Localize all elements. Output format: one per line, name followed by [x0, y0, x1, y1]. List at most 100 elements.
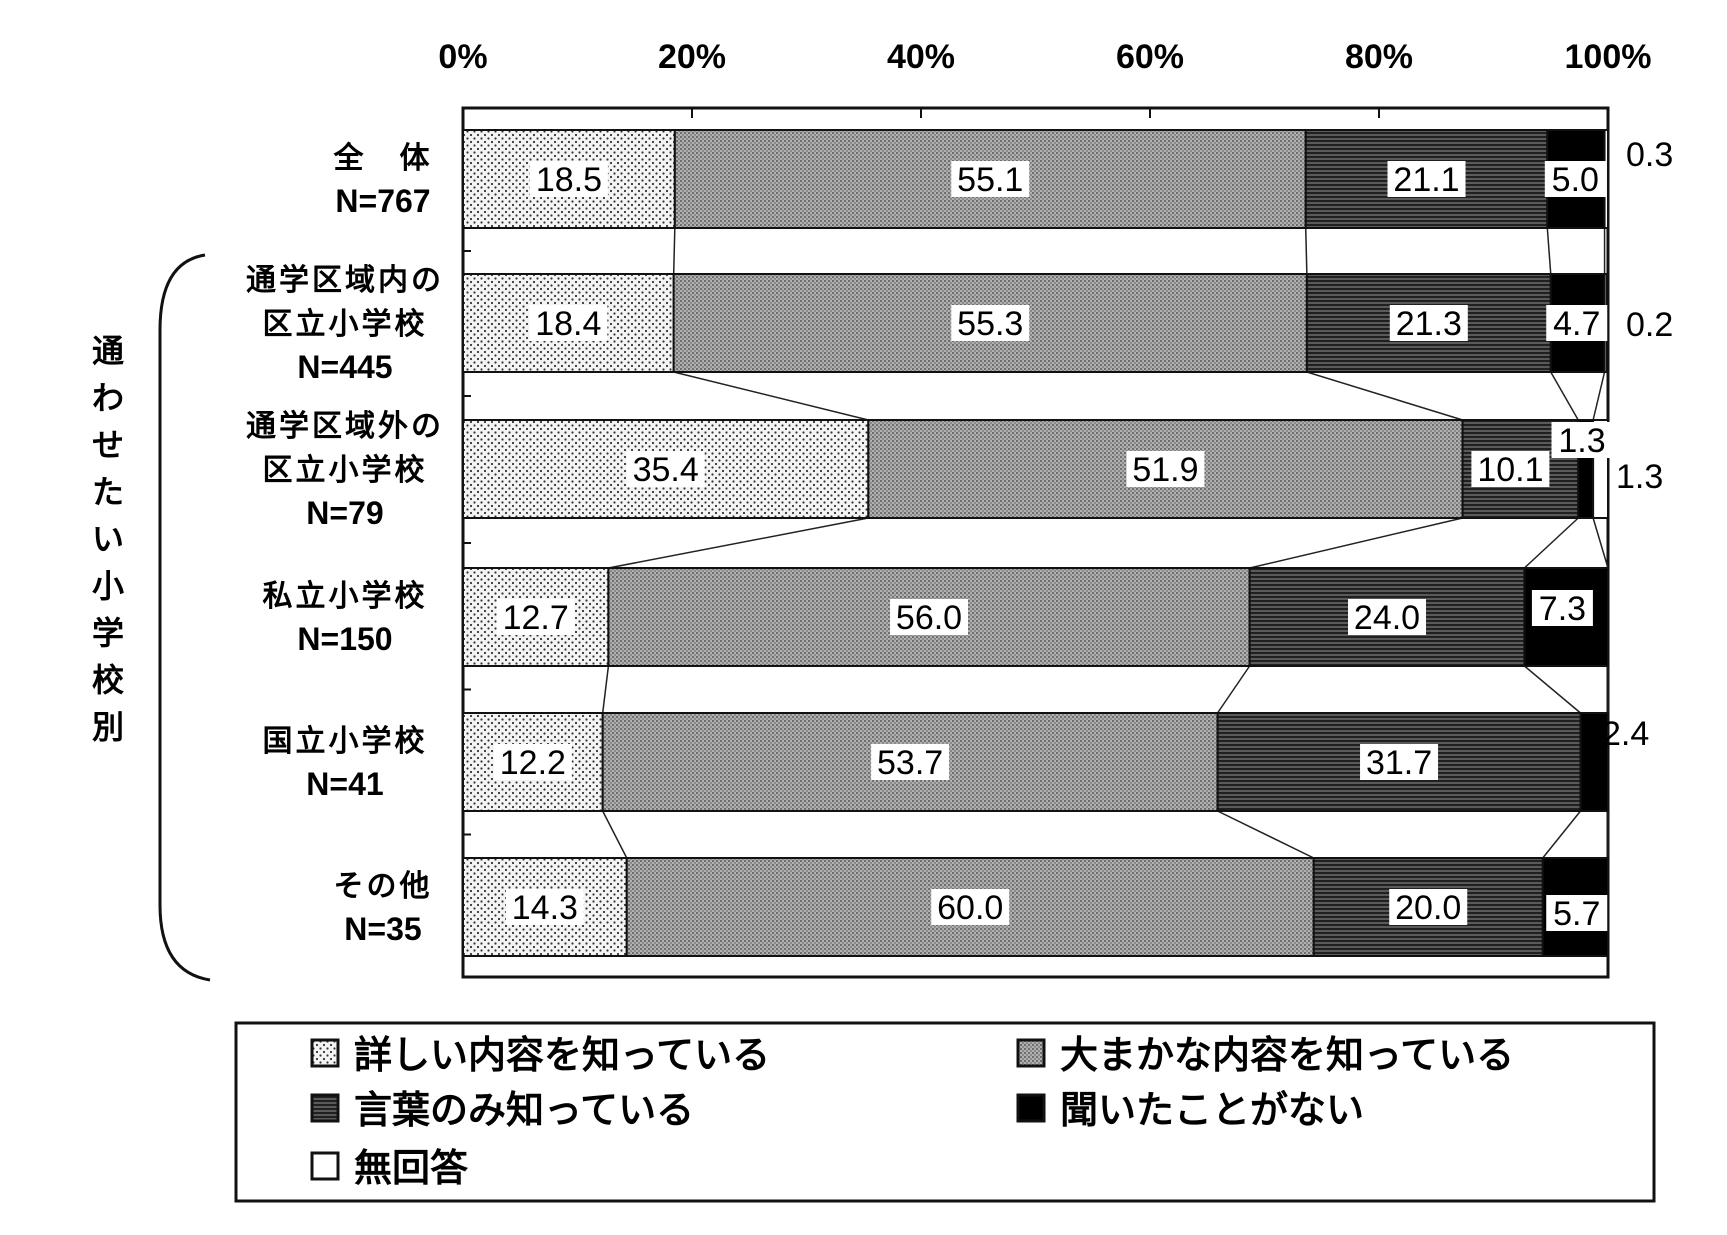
- x-tick-label: 40%: [887, 38, 955, 76]
- value-label-box: [1471, 451, 1550, 487]
- value-label-box: [871, 744, 950, 780]
- x-tick-label: 60%: [1116, 38, 1184, 76]
- connector-line: [1523, 517, 1579, 569]
- group-label-char: い: [92, 520, 124, 558]
- legend-swatch: [310, 1151, 340, 1181]
- value-label-box: [493, 744, 572, 780]
- legend-swatch: [1016, 1038, 1046, 1068]
- legend-label: 無回答: [354, 1146, 469, 1190]
- value-label: 5.0: [1552, 161, 1599, 199]
- value-label-outside: 0.3: [1626, 136, 1673, 174]
- value-label-box: [1389, 305, 1468, 341]
- value-label-box: [1389, 889, 1468, 925]
- connector-line: [608, 517, 869, 569]
- value-label-box: [505, 889, 584, 925]
- value-label-box: [1544, 161, 1606, 197]
- connector-line: [1550, 371, 1579, 421]
- category-label: 通学区域外の: [246, 409, 444, 444]
- value-label-box: [626, 451, 705, 487]
- group-bracket-line: [158, 253, 211, 982]
- group-label-char: わ: [92, 379, 124, 417]
- legend-label: 大まかな内容を知っている: [1060, 1033, 1514, 1077]
- bars-layer: [462, 129, 1610, 957]
- value-label-box: [1551, 422, 1613, 458]
- sample-size-label: N=41: [306, 766, 383, 802]
- connector-line: [1249, 517, 1463, 569]
- x-tick-label: 80%: [1345, 38, 1413, 76]
- x-tick-label: 0%: [438, 38, 487, 76]
- value-label: 55.1: [957, 161, 1023, 199]
- legend-frame: [234, 1021, 1656, 1203]
- value-label: 21.1: [1393, 161, 1459, 199]
- value-label: 56.0: [896, 599, 962, 637]
- value-label: 7.3: [1539, 590, 1586, 628]
- value-label-box: [890, 599, 969, 635]
- value-label-box: [1387, 161, 1466, 197]
- legend-swatch: [310, 1093, 340, 1123]
- value-label: 60.0: [937, 889, 1003, 927]
- connector-line: [1546, 227, 1552, 275]
- value-label: 31.7: [1366, 744, 1432, 782]
- group-label-char: せ: [92, 426, 124, 464]
- axis-layer: 0% 20% 40% 60% 80% 100%: [438, 38, 1652, 979]
- value-label: 51.9: [1132, 451, 1198, 489]
- connector-line: [1304, 227, 1308, 275]
- value-label: 55.3: [957, 305, 1023, 343]
- value-label: 1.3: [1558, 422, 1605, 460]
- connector-lines: [601, 227, 1609, 859]
- sample-size-label: N=35: [344, 911, 421, 947]
- value-label-box: [951, 305, 1030, 341]
- legend-label: 詳しい内容を知っている: [354, 1033, 770, 1077]
- value-label: 12.7: [503, 599, 569, 637]
- category-label: 区立小学校: [263, 453, 428, 488]
- value-label: 12.2: [500, 744, 566, 782]
- group-label-char: 別: [92, 708, 124, 746]
- value-label: 35.4: [633, 451, 699, 489]
- connector-line: [602, 810, 628, 859]
- group-label-char: 学: [92, 614, 124, 652]
- group-label-char: 校: [92, 661, 124, 699]
- value-label-box: [529, 161, 608, 197]
- value-label-box: [496, 599, 575, 635]
- sample-size-label: N=79: [306, 495, 383, 531]
- category-label: 通学区域内の: [246, 263, 444, 298]
- category-label: 全 体: [333, 141, 433, 176]
- legend-swatch: [1016, 1093, 1046, 1123]
- connector-line: [1306, 371, 1463, 421]
- x-tick-label: 100%: [1565, 38, 1652, 76]
- category-label: 私立小学校: [263, 579, 428, 614]
- connector-line: [1523, 665, 1582, 714]
- value-label-box: [1546, 305, 1608, 341]
- value-label-box: [1360, 744, 1439, 780]
- value-label: 20.0: [1395, 889, 1461, 927]
- value-label-outside: 1.3: [1616, 458, 1663, 496]
- category-label: 国立小学校: [263, 724, 428, 759]
- group-label-char: た: [92, 473, 124, 511]
- legend-label: 言葉のみ知っている: [354, 1088, 694, 1132]
- value-label-box: [1126, 451, 1205, 487]
- value-label: 5.7: [1553, 895, 1600, 933]
- value-label-box: [1546, 895, 1608, 931]
- connector-line: [601, 665, 610, 714]
- connector-line: [1216, 665, 1251, 714]
- value-label-outside: 0.2: [1626, 306, 1673, 344]
- plot-frame: [461, 106, 1610, 979]
- value-label: 21.3: [1396, 305, 1462, 343]
- connector-line: [1542, 810, 1582, 859]
- connector-line: [1592, 371, 1606, 421]
- sample-size-label: N=767: [335, 183, 430, 219]
- group-label-char: 通: [92, 332, 124, 370]
- bar-segment: [1579, 712, 1610, 812]
- connector-line: [1592, 517, 1609, 569]
- value-label-box: [1531, 590, 1593, 626]
- sample-size-label: N=445: [297, 349, 392, 385]
- sample-size-label: N=150: [297, 621, 392, 657]
- connector-line: [1217, 810, 1315, 859]
- legend-label: 聞いたことがない: [1060, 1088, 1364, 1132]
- labels-layer: 18.5 55.1 21.1 18.4 55.3 21.3 35.4 51.9 10.1 12.7…: [493, 136, 1673, 933]
- x-tick-label: 20%: [658, 38, 726, 76]
